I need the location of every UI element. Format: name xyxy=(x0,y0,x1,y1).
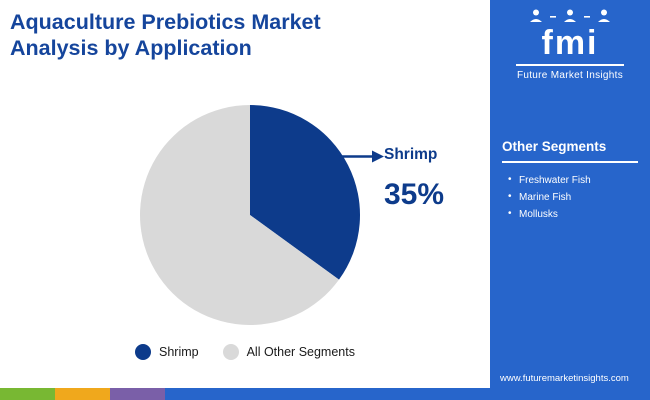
segment-item-mollusks: Mollusks xyxy=(508,208,638,220)
segment-item-marine-fish: Marine Fish xyxy=(508,191,638,203)
page-title: Aquaculture Prebiotics Market Analysis b… xyxy=(10,9,490,61)
other-segments-heading: Other Segments xyxy=(502,139,607,154)
stripe-green xyxy=(0,388,55,400)
footer-stripes xyxy=(0,388,650,400)
pie-slice-all-other-segments xyxy=(140,105,339,325)
header: Aquaculture Prebiotics Market Analysis b… xyxy=(0,0,490,88)
other-segments-list: Freshwater Fish Marine Fish Mollusks xyxy=(508,174,638,220)
page-title-line1: Aquaculture Prebiotics Market xyxy=(10,10,321,34)
other-segments-panel: Other Segments Freshwater Fish Marine Fi… xyxy=(490,139,650,220)
callout-label: Shrimp xyxy=(384,146,438,163)
callout-value: 35% xyxy=(384,178,445,211)
callout-arrow-icon xyxy=(339,150,384,163)
legend: Shrimp All Other Segments xyxy=(0,344,490,360)
stripe-purple xyxy=(110,388,165,400)
pie-chart-svg xyxy=(140,105,361,325)
website-url: www.futuremarketinsights.com xyxy=(500,373,629,384)
fmi-logo-people-icons xyxy=(530,9,610,22)
legend-item-other-segments: All Other Segments xyxy=(222,344,355,360)
legend-swatch-other-segments xyxy=(222,344,239,360)
stripe-yellow xyxy=(55,388,110,400)
legend-item-shrimp: Shrimp xyxy=(135,344,199,360)
segment-item-freshwater-fish: Freshwater Fish xyxy=(508,174,638,186)
fmi-logo: fmi Future Market Insights xyxy=(490,0,650,81)
fmi-logo-divider xyxy=(516,64,624,66)
other-segments-underline xyxy=(502,161,638,163)
fmi-logo-subtitle: Future Market Insights xyxy=(516,70,624,81)
sidebar: fmi Future Market Insights Other Segment… xyxy=(490,0,650,400)
page-title-line2: Analysis by Application xyxy=(10,36,252,61)
legend-swatch-shrimp xyxy=(135,344,151,360)
stripe-blue xyxy=(165,388,650,400)
legend-label-other-segments: All Other Segments xyxy=(246,345,355,359)
pie-slice-shrimp xyxy=(250,105,361,280)
fmi-logo-text: fmi xyxy=(541,24,599,62)
legend-label-shrimp: Shrimp xyxy=(159,345,199,359)
pie-chart xyxy=(135,100,365,330)
